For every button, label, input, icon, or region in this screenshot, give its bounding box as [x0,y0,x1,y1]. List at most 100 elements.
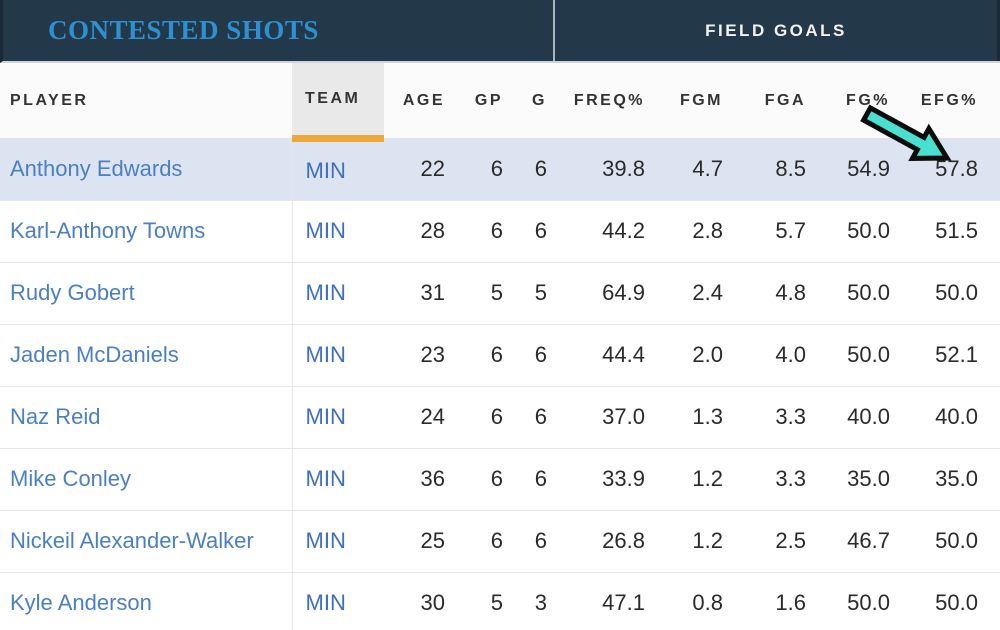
efg-value: 40.0 [935,404,978,429]
fg-value: 54.9 [847,155,890,181]
team-link[interactable]: MIN [305,590,346,615]
table-row: Jaden McDaniels MIN 23 6 6 44.4 2.0 4.0 50.0 52.1 [0,324,1000,387]
age-value: 23 [420,342,445,367]
column-header-freq[interactable]: FREQ% [556,63,655,138]
player-link[interactable]: Anthony Edwards [10,155,183,181]
contested-shots-section-header: CONTESTED SHOTS [3,0,555,61]
gp-value: 5 [490,590,503,615]
column-header-player[interactable]: PLAYER [0,63,292,138]
fga-value: 4.8 [775,280,806,305]
freq-value: 33.9 [602,466,645,491]
fga-value: 3.3 [775,466,806,491]
table-row: Karl-Anthony Towns MIN 28 6 6 44.2 2.8 5.7 50.0 5… [0,200,1000,263]
table-row: Rudy Gobert MIN 31 5 5 64.9 2.4 4.8 50.0 50.0 [0,262,1000,325]
freq-value: 47.1 [602,590,645,615]
fg-value: 40.0 [847,404,890,429]
efg-value: 35.0 [935,466,978,491]
g-value: 6 [534,528,547,553]
player-link[interactable]: Karl-Anthony Towns [10,218,206,243]
team-link[interactable]: MIN [305,218,346,243]
fga-value: 8.5 [775,155,806,181]
team-link[interactable]: MIN [305,528,346,553]
age-value: 22 [420,155,445,181]
gp-value: 6 [490,155,503,181]
fga-value: 4.0 [775,342,806,367]
field-goals-section-header: FIELD GOALS [555,0,1000,61]
player-link[interactable]: Mike Conley [10,466,132,491]
freq-value: 44.2 [602,218,645,243]
column-header-team-sorted[interactable]: TEAM [292,63,384,142]
table-row: Nickeil Alexander-Walker MIN 25 6 6 26.8 1.2 2.… [0,510,1000,573]
team-link[interactable]: MIN [305,404,346,429]
fg-value: 50.0 [847,342,890,367]
table-body: Anthony Edwards MIN 22 6 6 39.8 4.7 8.5 54.9 57.8… [0,138,1000,630]
column-header-fg[interactable]: FG% [816,63,900,138]
column-header-efg[interactable]: EFG% [900,63,1000,138]
column-header-fgm[interactable]: FGM [655,63,733,138]
age-value: 25 [420,528,445,553]
team-link[interactable]: MIN [305,466,346,491]
age-value: 30 [420,590,445,615]
g-value: 6 [534,342,547,367]
fga-value: 1.6 [775,590,806,615]
fgm-value: 4.7 [692,155,723,181]
age-value: 28 [420,218,445,243]
table-row: Anthony Edwards MIN 22 6 6 39.8 4.7 8.5 54.9 57.8 [0,138,1000,201]
team-link[interactable]: MIN [305,157,346,183]
age-value: 36 [420,466,445,491]
team-link[interactable]: MIN [305,342,346,367]
fgm-value: 1.2 [692,466,723,491]
fg-value: 50.0 [847,280,890,305]
freq-value: 26.8 [602,528,645,553]
g-value: 6 [534,155,547,181]
fgm-value: 2.0 [692,342,723,367]
gp-value: 6 [490,218,503,243]
contested-shots-title: CONTESTED SHOTS [48,15,319,45]
fgm-value: 0.8 [692,590,723,615]
g-value: 3 [534,590,547,615]
fga-value: 2.5 [775,528,806,553]
player-link[interactable]: Rudy Gobert [10,280,135,305]
g-value: 6 [534,466,547,491]
table-row: Mike Conley MIN 36 6 6 33.9 1.2 3.3 35.0 35.0 [0,448,1000,511]
efg-value: 50.0 [935,590,978,615]
gp-value: 6 [490,404,503,429]
efg-value: 50.0 [935,280,978,305]
efg-value: 51.5 [935,218,978,243]
gp-value: 6 [490,466,503,491]
g-value: 6 [534,404,547,429]
freq-value: 39.8 [602,155,645,181]
gp-value: 6 [490,528,503,553]
fg-value: 35.0 [847,466,890,491]
freq-value: 64.9 [602,280,645,305]
column-header-fga[interactable]: FGA [733,63,816,138]
gp-value: 6 [490,342,503,367]
gp-value: 5 [490,280,503,305]
efg-value: 50.0 [935,528,978,553]
fgm-value: 1.3 [692,404,723,429]
column-header-g[interactable]: G [512,63,556,138]
g-value: 6 [534,218,547,243]
fga-value: 5.7 [775,218,806,243]
fg-value: 50.0 [847,590,890,615]
efg-value: 52.1 [935,342,978,367]
age-value: 24 [420,404,445,429]
g-value: 5 [534,280,547,305]
table-row: Naz Reid MIN 24 6 6 37.0 1.3 3.3 40.0 40.0 [0,386,1000,449]
fgm-value: 1.2 [692,528,723,553]
player-link[interactable]: Jaden McDaniels [10,342,179,367]
fga-value: 3.3 [775,404,806,429]
player-link[interactable]: Kyle Anderson [10,590,152,615]
table-header-banner: CONTESTED SHOTS FIELD GOALS [0,0,1000,63]
efg-value: 57.8 [935,155,978,181]
freq-value: 37.0 [602,404,645,429]
player-link[interactable]: Naz Reid [10,404,101,429]
table-row: Kyle Anderson MIN 30 5 3 47.1 0.8 1.6 50.0 50.0 [0,572,1000,630]
column-header-row: PLAYER TEAM AGE GP G FREQ% FGM FGA FG% E… [0,63,1000,142]
field-goals-title: FIELD GOALS [705,20,847,40]
column-header-gp[interactable]: GP [456,63,512,138]
column-header-age[interactable]: AGE [384,63,456,138]
player-link[interactable]: Nickeil Alexander-Walker [10,528,254,553]
team-link[interactable]: MIN [305,280,346,305]
